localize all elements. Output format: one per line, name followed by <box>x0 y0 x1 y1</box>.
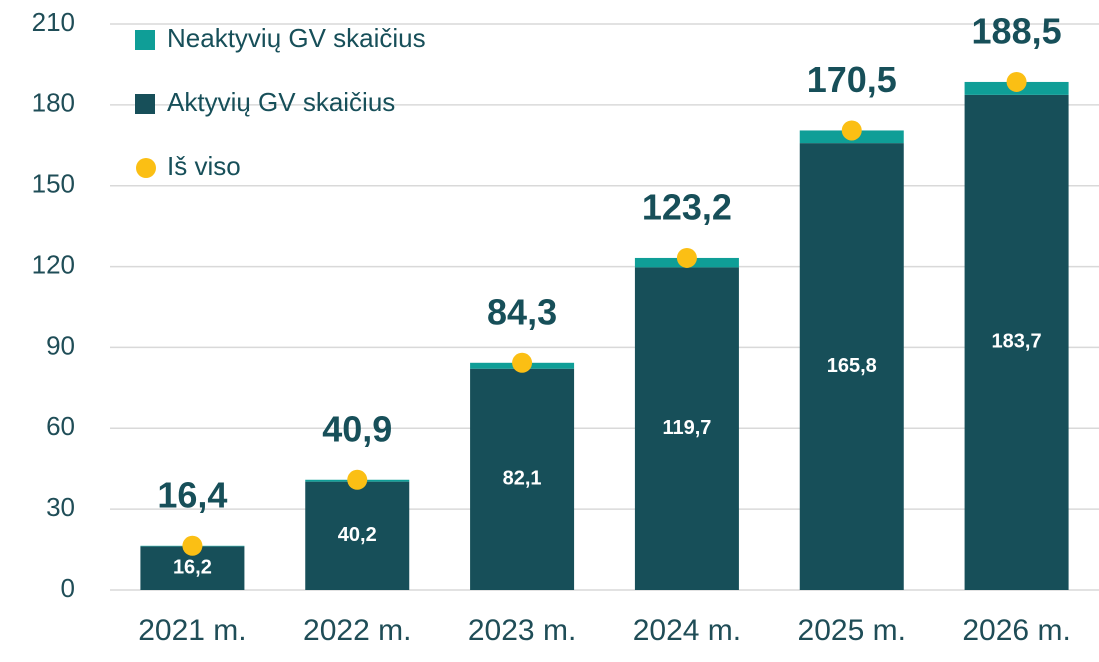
y-tick-label: 0 <box>61 573 75 603</box>
bar-segment <box>305 481 410 590</box>
legend-label: Neaktyvių GV skaičius <box>167 23 426 53</box>
x-tick-label: 2023 m. <box>468 614 576 647</box>
total-label: 84,3 <box>487 291 557 332</box>
total-label: 16,4 <box>157 474 227 515</box>
data-label: 119,7 <box>662 417 711 439</box>
data-label: 16,2 <box>173 556 212 578</box>
total-label: 123,2 <box>642 186 732 227</box>
y-tick-label: 60 <box>46 411 75 441</box>
total-dot <box>1006 71 1027 92</box>
legend-label: Iš viso <box>167 151 241 181</box>
legend-marker <box>136 158 156 178</box>
total-label: 188,5 <box>972 10 1062 51</box>
total-label: 40,9 <box>322 408 392 449</box>
total-label: 170,5 <box>807 59 897 100</box>
data-label: 82,1 <box>503 468 542 490</box>
bar-segment <box>634 267 739 590</box>
data-label: 165,8 <box>827 355 877 377</box>
data-label: 183,7 <box>992 331 1042 353</box>
total-dot <box>676 247 697 268</box>
bar-segment <box>470 368 575 590</box>
total-dot <box>841 120 862 141</box>
x-tick-label: 2021 m. <box>138 614 246 647</box>
bar-segment <box>964 94 1069 590</box>
total-dot <box>512 352 533 373</box>
bar-segment <box>799 143 904 590</box>
x-tick-label: 2024 m. <box>633 614 741 647</box>
y-tick-label: 30 <box>46 492 75 522</box>
y-tick-label: 210 <box>32 7 75 37</box>
legend-label: Aktyvių GV skaičius <box>167 87 395 117</box>
x-tick-label: 2026 m. <box>962 614 1070 647</box>
data-label: 40,2 <box>338 524 377 546</box>
x-tick-label: 2025 m. <box>798 614 906 647</box>
total-dot <box>182 535 203 556</box>
y-tick-label: 150 <box>32 169 75 199</box>
total-dot <box>347 469 368 490</box>
y-tick-label: 90 <box>46 330 75 360</box>
legend-marker <box>135 30 155 50</box>
y-tick-label: 120 <box>32 249 75 279</box>
y-tick-label: 180 <box>32 88 75 118</box>
x-tick-label: 2022 m. <box>303 614 411 647</box>
legend-marker <box>135 94 155 114</box>
